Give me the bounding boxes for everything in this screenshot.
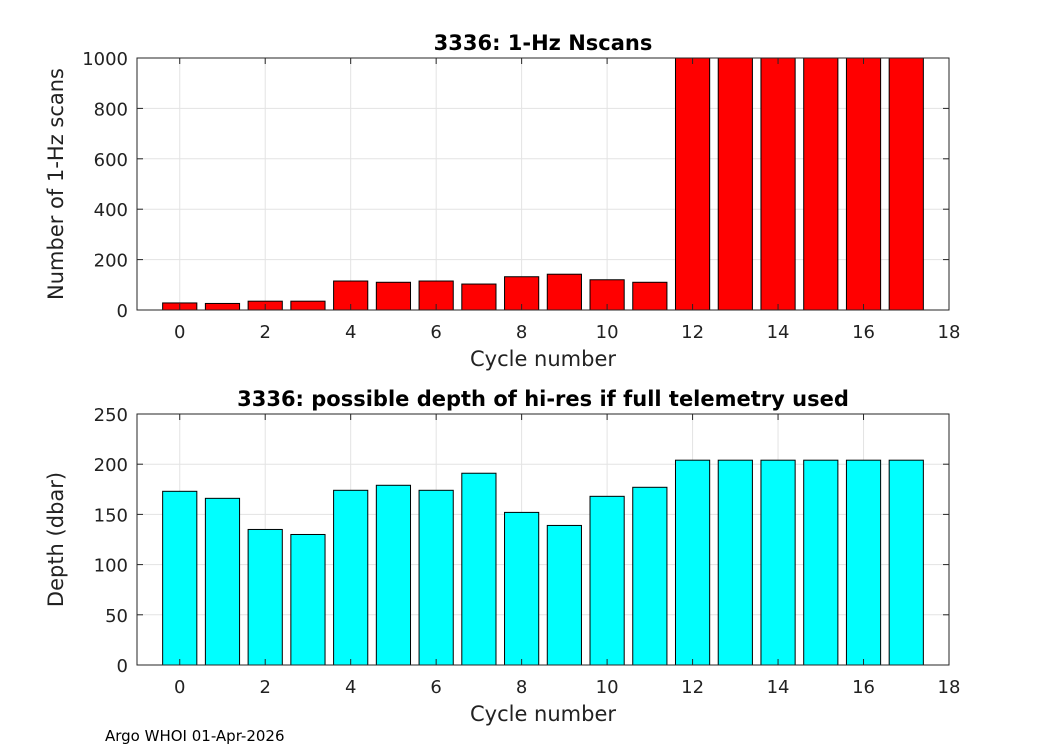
bar (504, 511, 540, 666)
bar (674, 459, 711, 666)
y-tick-label: 1000 (82, 49, 128, 70)
x-tick-labels: 0 2 4 6 8 10 12 14 16 18 (174, 58, 960, 343)
x-tick-label: 8 (516, 677, 527, 698)
chart-title: 3336: possible depth of hi-res if full t… (237, 387, 849, 411)
x-tick-label: 16 (852, 322, 875, 343)
x-tick-label: 10 (596, 322, 619, 343)
y-tick-label: 0 (117, 301, 128, 322)
x-tick-label: 6 (430, 677, 441, 698)
x-tick-label: 6 (430, 322, 441, 343)
x-tick-label: 18 (938, 322, 961, 343)
x-tick-label: 16 (852, 677, 875, 698)
x-tick-label: 14 (767, 322, 790, 343)
y-axis-label: Depth (dbar) (44, 472, 68, 607)
bar (888, 459, 924, 666)
bars (162, 459, 924, 666)
y-tick-label: 600 (94, 150, 128, 171)
x-axis-label: Cycle number (470, 347, 616, 371)
x-tick-label: 12 (681, 677, 704, 698)
bar (803, 57, 839, 311)
x-tick-label: 0 (174, 677, 185, 698)
y-tick-label: 200 (94, 455, 128, 476)
bar (717, 57, 753, 311)
bar (632, 281, 668, 311)
x-tick-label: 12 (681, 322, 704, 343)
chart-nscans: 0 2 4 6 8 10 12 14 16 18 0 200 400 600 800 1000 3336: … (44, 31, 960, 371)
bar (546, 524, 582, 666)
bar (162, 490, 198, 666)
plot-frame (136, 57, 950, 311)
bar (375, 484, 412, 666)
y-tick-label: 150 (94, 505, 128, 526)
x-tick-label: 4 (345, 677, 356, 698)
bar (461, 472, 497, 666)
bar (247, 528, 283, 666)
bar (674, 57, 711, 311)
bar (632, 486, 668, 666)
plot-frame (136, 413, 950, 666)
y-tick-labels: 0 50 100 150 200 250 (94, 405, 949, 677)
chart-title: 3336: 1-Hz Nscans (434, 31, 653, 55)
chart-depth: 0 2 4 6 8 10 12 14 16 18 0 50 100 150 200 250 3336: po… (44, 387, 960, 726)
y-axis-label: Number of 1-Hz scans (44, 68, 68, 300)
x-axis-label: Cycle number (470, 702, 616, 726)
bar (546, 273, 582, 311)
bar (204, 497, 241, 666)
x-tick-label: 0 (174, 322, 185, 343)
bar (845, 57, 882, 311)
bar (717, 459, 753, 666)
x-tick-label: 18 (938, 677, 961, 698)
x-tick-labels: 0 2 4 6 8 10 12 14 16 18 (174, 414, 960, 698)
bar (333, 489, 369, 666)
y-tick-label: 800 (94, 99, 128, 120)
footer-credit: Argo WHOI 01-Apr-2026 (105, 727, 285, 745)
bar (845, 459, 882, 666)
bar (290, 533, 326, 666)
bar (760, 57, 796, 311)
bar (418, 489, 454, 666)
x-tick-label: 14 (767, 677, 790, 698)
y-tick-label: 100 (94, 556, 128, 577)
bar (204, 302, 241, 311)
y-tick-label: 50 (105, 606, 128, 627)
x-tick-label: 8 (516, 322, 527, 343)
x-tick-label: 10 (596, 677, 619, 698)
y-tick-label: 200 (94, 251, 128, 272)
y-tick-label: 400 (94, 200, 128, 221)
bar (803, 459, 839, 666)
bar (375, 281, 412, 311)
x-tick-label: 2 (259, 677, 270, 698)
y-tick-labels: 0 200 400 600 800 1000 (82, 49, 949, 322)
bar (461, 283, 497, 311)
bars (162, 57, 924, 311)
bar (589, 495, 625, 666)
bar (760, 459, 796, 666)
bar (888, 57, 924, 311)
bar (290, 300, 326, 311)
x-tick-label: 4 (345, 322, 356, 343)
y-tick-label: 250 (94, 405, 128, 426)
x-tick-label: 2 (259, 322, 270, 343)
y-tick-label: 0 (117, 656, 128, 677)
